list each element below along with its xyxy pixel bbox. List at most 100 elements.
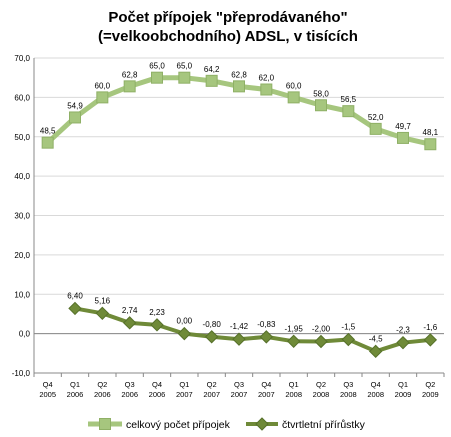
data-label-total: 64,2 — [204, 65, 220, 74]
data-label-increments: -1,42 — [230, 322, 249, 331]
x-tick-label: Q2 — [316, 380, 326, 389]
x-tick-label: Q1 — [289, 380, 299, 389]
chart-title-line-2: (=velkoobchodního) ADSL, v tisících — [98, 28, 358, 45]
data-label-increments: -1,6 — [423, 323, 437, 332]
data-label-increments: -4,5 — [369, 334, 383, 343]
x-tick-label-year: 2009 — [422, 390, 439, 399]
axis-layer: -10,00,010,020,030,040,050,060,070,0Q420… — [12, 54, 445, 399]
x-tick-label-year: 2007 — [203, 390, 220, 399]
data-label-increments: 2,23 — [149, 308, 165, 317]
y-tick-label: 40,0 — [14, 172, 30, 181]
legend-marker-total — [99, 418, 111, 430]
y-tick-label: 20,0 — [14, 251, 30, 260]
data-label-increments: -0,83 — [257, 320, 276, 329]
x-tick-label: Q4 — [261, 380, 271, 389]
series-layer — [41, 71, 438, 359]
marker-total — [369, 122, 382, 135]
x-tick-label-year: 2006 — [149, 390, 166, 399]
y-tick-label: 50,0 — [14, 133, 30, 142]
x-tick-label-year: 2006 — [67, 390, 84, 399]
marker-increments — [95, 306, 110, 321]
data-label-increments: 0,00 — [177, 317, 193, 326]
marker-increments — [122, 316, 137, 330]
x-tick-label-year: 2008 — [285, 390, 302, 399]
x-tick-label: Q1 — [398, 380, 408, 389]
marker-total — [178, 71, 191, 84]
marker-increments — [177, 326, 192, 341]
data-label-total: 52,0 — [368, 113, 384, 122]
series-line-increments — [74, 306, 431, 354]
data-label-increments: -1,95 — [285, 324, 304, 333]
y-tick-label: -10,0 — [12, 369, 31, 378]
data-label-total: 49,7 — [395, 122, 411, 131]
y-tick-label: 0,0 — [19, 330, 31, 339]
marker-total — [315, 99, 327, 112]
x-tick-label-year: 2007 — [176, 390, 193, 399]
marker-total — [342, 105, 355, 118]
data-label-total: 56,5 — [341, 95, 357, 104]
data-label-increments: -0,80 — [203, 320, 222, 329]
marker-increments — [341, 332, 356, 347]
y-tick-label: 60,0 — [14, 93, 30, 102]
data-label-total: 62,8 — [122, 70, 138, 79]
marker-increments — [259, 330, 274, 344]
data-label-increments: 6,40 — [67, 291, 83, 300]
marker-total — [424, 138, 437, 151]
marker-increments — [204, 330, 219, 344]
x-tick-label: Q4 — [371, 380, 381, 389]
x-tick-label-year: 2007 — [231, 390, 248, 399]
x-tick-label: Q3 — [125, 380, 135, 389]
marker-increments — [368, 344, 383, 359]
x-tick-label: Q2 — [425, 380, 435, 389]
marker-increments — [150, 318, 164, 332]
marker-total — [397, 131, 409, 144]
data-label-total: 48,1 — [423, 128, 439, 137]
legend-marker-increments — [255, 417, 269, 431]
marker-total — [151, 71, 163, 84]
marker-increments — [286, 334, 301, 349]
data-label-total: 62,8 — [231, 70, 247, 79]
x-tick-label-year: 2007 — [258, 390, 275, 399]
data-label-total: 60,0 — [286, 81, 302, 90]
marker-increments — [232, 332, 246, 346]
marker-total — [41, 136, 54, 149]
legend: celkový počet přípojek čtvrtletní přírůst… — [88, 417, 366, 431]
legend-label-total: celkový počet přípojek — [126, 419, 231, 431]
x-tick-label-year: 2008 — [367, 390, 384, 399]
chart-title-line-1: Počet přípojek "přeprodávaného" — [108, 9, 347, 26]
marker-total — [123, 80, 136, 93]
x-tick-label-year: 2005 — [39, 390, 56, 399]
marker-increments — [396, 335, 410, 350]
x-tick-label: Q2 — [97, 380, 107, 389]
x-tick-label-year: 2006 — [121, 390, 138, 399]
x-tick-label: Q3 — [234, 380, 244, 389]
y-tick-label: 70,0 — [14, 54, 30, 63]
data-label-total: 60,0 — [95, 81, 111, 90]
x-tick-label: Q2 — [207, 380, 217, 389]
label-layer: 48,5 54,9 60,0 62,8 65,0 65,0 64,2 62,8 62,0 60,0… — [40, 62, 439, 344]
data-label-total: 65,0 — [149, 62, 165, 71]
data-label-increments: -1,5 — [341, 323, 355, 332]
x-tick-label: Q1 — [70, 380, 80, 389]
marker-total — [287, 91, 300, 104]
marker-total — [233, 80, 245, 93]
x-tick-label-year: 2009 — [395, 390, 412, 399]
x-tick-label-year: 2006 — [94, 390, 111, 399]
marker-total — [69, 111, 81, 124]
data-label-total: 58,0 — [313, 89, 329, 98]
marker-total — [260, 83, 273, 96]
marker-total — [96, 91, 109, 104]
y-tick-label: 30,0 — [14, 212, 30, 221]
x-tick-label: Q4 — [43, 380, 53, 389]
data-label-increments: -2,3 — [396, 326, 410, 335]
data-label-total: 54,9 — [67, 101, 83, 110]
data-label-total: 65,0 — [177, 62, 193, 71]
x-tick-label: Q1 — [179, 380, 189, 389]
data-label-increments: -2,00 — [312, 325, 331, 334]
data-label-total: 48,5 — [40, 127, 56, 136]
marker-increments — [68, 301, 82, 316]
marker-total — [205, 74, 218, 87]
x-tick-label-year: 2008 — [313, 390, 330, 399]
